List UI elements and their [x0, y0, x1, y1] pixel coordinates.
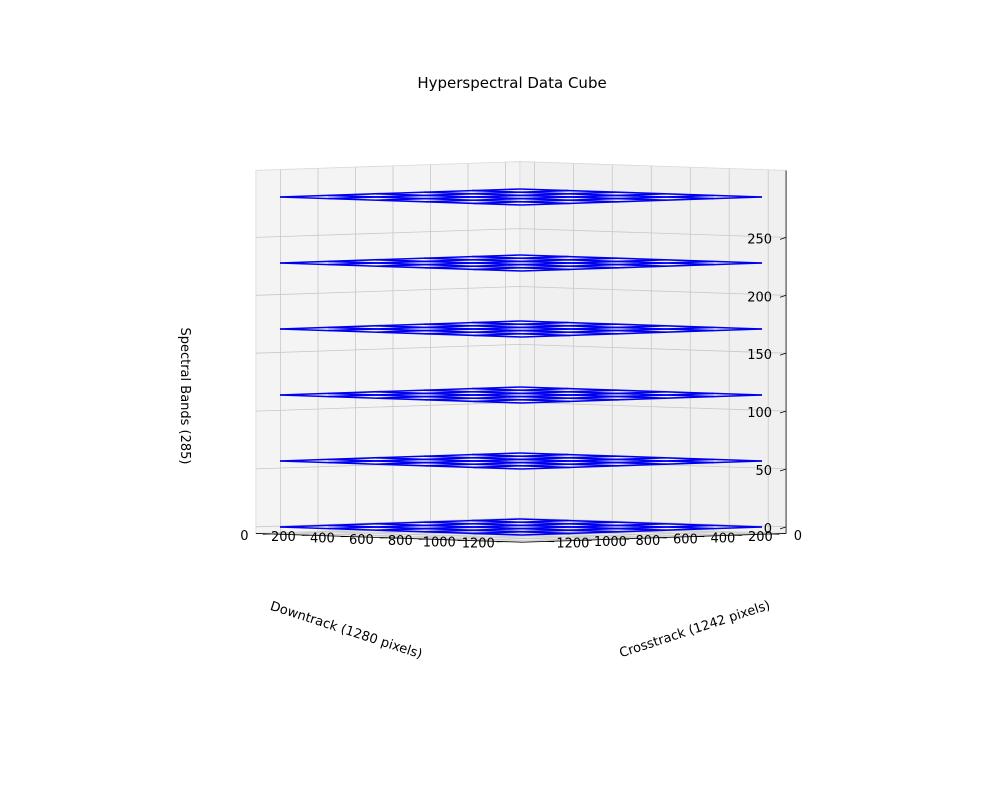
x-axis-label: Crosstrack (1242 pixels) [618, 598, 773, 661]
x-tick-label: 0 [240, 529, 248, 544]
chart-title: Hyperspectral Data Cube [417, 74, 606, 92]
z-tick-label: 50 [756, 464, 773, 479]
z-tick-label: 250 [747, 232, 772, 247]
y-tick-label: 0 [794, 529, 802, 544]
x-tick-label: 1000 [423, 535, 456, 550]
x-tick-label: 800 [388, 534, 413, 549]
z-tick-label: 150 [747, 348, 772, 363]
y-tick-label: 1000 [594, 535, 627, 550]
z-tick-label: 200 [747, 290, 772, 305]
pane-crosstrack-wall [256, 162, 520, 534]
y-axis-label: Downtrack (1280 pixels) [268, 599, 424, 662]
pane-downtrack-wall [520, 162, 786, 534]
x-tick-label: 400 [310, 531, 335, 546]
x-tick-label: 1200 [462, 537, 495, 552]
y-tick-label: 1200 [556, 536, 589, 551]
x-tick-label: 200 [271, 530, 296, 545]
y-tick-label: 400 [710, 531, 735, 546]
z-axis-label: Spectral Bands (285) [177, 327, 192, 464]
y-tick-label: 600 [673, 533, 698, 548]
axis-panes [256, 162, 786, 543]
y-tick-label: 800 [635, 534, 660, 549]
z-tick-label: 100 [747, 406, 772, 421]
z-tick-label: 0 [764, 522, 772, 537]
x-tick-label: 600 [349, 533, 374, 548]
